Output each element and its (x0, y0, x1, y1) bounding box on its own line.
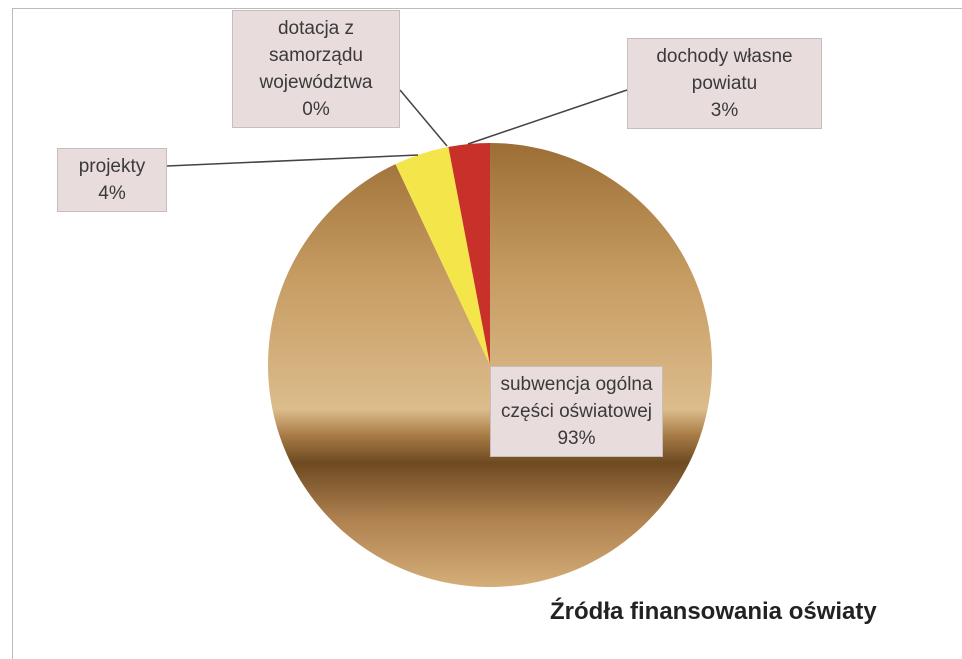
leader-line (467, 89, 628, 145)
pie-slice (267, 143, 712, 588)
pie-slice (448, 143, 490, 365)
leader-line (166, 154, 419, 167)
data-label: dochody własne powiatu 3% (627, 38, 822, 129)
data-label: projekty 4% (57, 148, 167, 212)
label-value: 4% (98, 183, 126, 204)
label-value: 93% (557, 428, 596, 449)
chart-title: Źródła finansowania oświaty (550, 598, 877, 625)
label-category: projekty (78, 156, 146, 177)
label-value: 3% (710, 100, 739, 121)
leader-line (399, 89, 448, 147)
label-category: dochody własne powiatu (656, 46, 793, 94)
data-label: dotacja z samorządu województwa 0% (232, 10, 400, 128)
label-category: dotacja z samorządu województwa (259, 18, 373, 93)
pie-slice (395, 146, 490, 365)
leader-lines (166, 89, 628, 167)
label-value: 0% (302, 99, 330, 120)
chart-frame (12, 8, 962, 659)
label-category: subwencja ogólna części oświatowej (500, 374, 653, 422)
data-label: subwencja ogólna części oświatowej 93% (490, 366, 663, 457)
